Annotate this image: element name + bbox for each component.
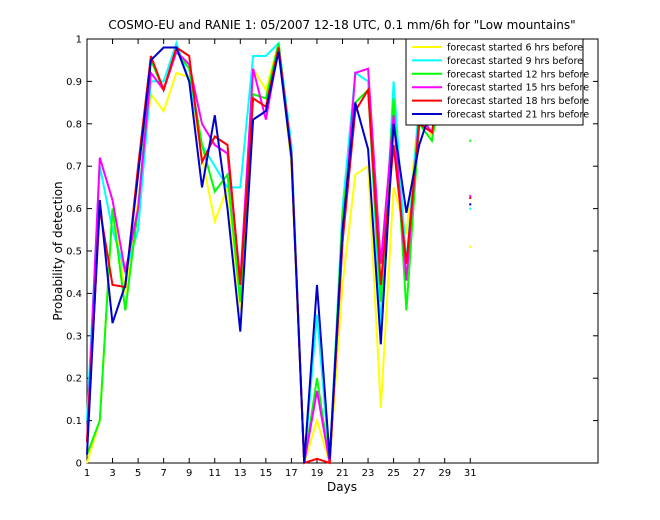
x-tick-label: 3 <box>109 468 115 479</box>
x-tick-label: 5 <box>135 468 141 479</box>
series-end-marker-3 <box>469 139 472 142</box>
series-lines <box>86 40 446 465</box>
x-tick-label: 1 <box>84 468 90 479</box>
x-tick-label: 19 <box>311 468 324 479</box>
y-tick-label: 0.9 <box>66 77 82 88</box>
series-line-4 <box>86 47 446 464</box>
y-tick-label: 1 <box>76 35 82 46</box>
x-tick-label: 7 <box>160 468 166 479</box>
y-tick-label: 0.1 <box>66 416 82 427</box>
x-tick-label: 29 <box>438 468 451 479</box>
legend-label-1: forecast started 6 hrs before <box>447 43 583 54</box>
x-tick-label: 15 <box>259 468 272 479</box>
legend: forecast started 6 hrs before forecast st… <box>405 38 589 126</box>
y-tick-label: 0.8 <box>66 119 82 130</box>
x-axis-label: Days <box>327 480 357 494</box>
legend-label-3: forecast started 12 hrs before <box>447 69 589 80</box>
series-end-marker-4 <box>469 194 472 197</box>
series-end-marker-6 <box>469 203 472 206</box>
y-tick-label: 0 <box>76 459 82 470</box>
x-tick-label: 27 <box>413 468 426 479</box>
axis-ticks: 1 3 5 7 9 11 13 15 17 19 21 23 25 27 29 3100.10.20.30.4… <box>66 35 598 479</box>
legend-label-5: forecast started 18 hrs before <box>447 96 589 107</box>
chart-title: COSMO-EU and RANIE 1: 05/2007 12-18 UTC,… <box>108 18 575 32</box>
x-tick-label: 11 <box>208 468 221 479</box>
y-tick-label: 0.3 <box>66 331 82 342</box>
legend-label-6: forecast started 21 hrs before <box>447 110 589 121</box>
series-end-marker-2 <box>469 207 472 210</box>
y-axis-label: Probability of detection <box>51 181 65 320</box>
x-tick-label: 21 <box>336 468 349 479</box>
end-markers <box>469 139 472 248</box>
legend-label-2: forecast started 9 hrs before <box>447 56 583 67</box>
legend-box <box>405 38 584 126</box>
x-tick-label: 25 <box>387 468 400 479</box>
y-tick-label: 0.6 <box>66 204 82 215</box>
x-tick-label: 23 <box>362 468 375 479</box>
y-tick-label: 0.2 <box>66 374 82 385</box>
series-end-marker-1 <box>469 245 472 248</box>
x-tick-label: 9 <box>186 468 192 479</box>
x-tick-label: 17 <box>285 468 298 479</box>
y-tick-label: 0.5 <box>66 247 82 258</box>
series-line-6 <box>86 46 446 464</box>
legend-label-4: forecast started 15 hrs before <box>447 83 589 94</box>
x-tick-label: 13 <box>234 468 247 479</box>
x-tick-label: 31 <box>464 468 477 479</box>
series-end-marker-5 <box>469 197 472 199</box>
y-tick-label: 0.4 <box>66 289 82 300</box>
y-tick-label: 0.7 <box>66 162 82 173</box>
